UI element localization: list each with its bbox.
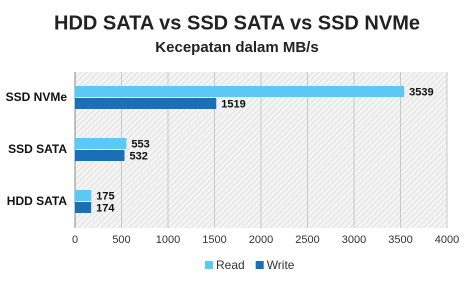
legend-label: Write bbox=[267, 258, 295, 272]
bar bbox=[75, 98, 217, 109]
value-label: 1519 bbox=[221, 98, 245, 110]
value-label: 175 bbox=[96, 190, 114, 202]
bar bbox=[75, 86, 405, 97]
legend-swatch bbox=[205, 261, 213, 269]
bar bbox=[75, 150, 125, 161]
x-tick-label: 4000 bbox=[435, 234, 459, 246]
x-tick-label: 3500 bbox=[388, 234, 412, 246]
x-tick-label: 0 bbox=[72, 234, 78, 246]
x-tick-label: 1000 bbox=[156, 234, 180, 246]
x-tick-label: 2000 bbox=[249, 234, 273, 246]
legend-label: Read bbox=[216, 258, 245, 272]
bar bbox=[75, 190, 92, 201]
value-label: 3539 bbox=[409, 86, 433, 98]
value-label: 553 bbox=[131, 138, 149, 150]
x-tick-label: 1500 bbox=[202, 234, 226, 246]
y-tick-label: HDD SATA bbox=[7, 194, 68, 208]
bar bbox=[75, 138, 127, 149]
value-label: 532 bbox=[129, 150, 147, 162]
y-tick-label: SSD NVMe bbox=[6, 90, 68, 104]
bar bbox=[75, 202, 92, 213]
y-tick-label: SSD SATA bbox=[8, 142, 67, 156]
legend-swatch bbox=[255, 261, 264, 269]
value-label: 174 bbox=[96, 202, 115, 214]
x-tick-label: 2500 bbox=[295, 234, 319, 246]
x-tick-label: 500 bbox=[112, 234, 130, 246]
chart-subtitle: Kecepatan dalam MB/s bbox=[155, 39, 318, 56]
chart-title: HDD SATA vs SSD SATA vs SSD NVMe bbox=[54, 12, 420, 34]
x-tick-label: 3000 bbox=[342, 234, 366, 246]
